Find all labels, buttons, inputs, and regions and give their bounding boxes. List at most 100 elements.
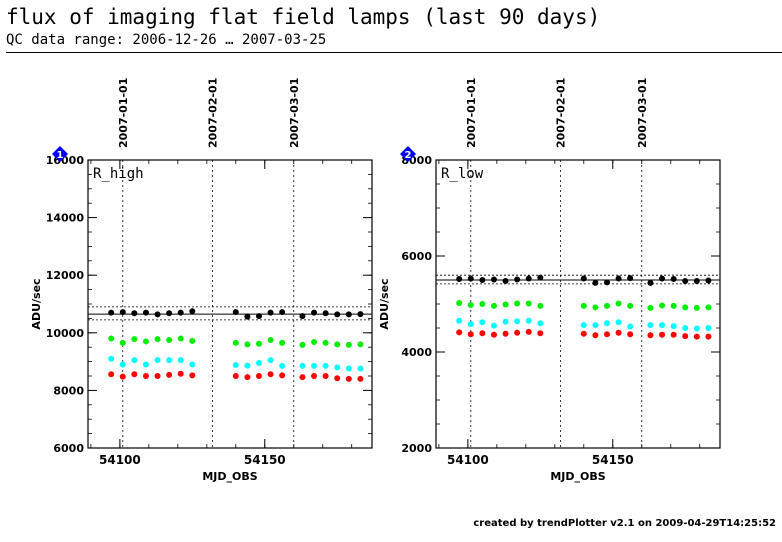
panel-2-series-3-point	[525, 317, 532, 324]
panel-2-series-4-point	[479, 330, 486, 337]
panel-1-series-2-point	[322, 339, 329, 346]
panel-2-series-1-point	[525, 275, 532, 282]
panel-2-series-3-point	[467, 321, 474, 328]
panel-1-series-1-point	[311, 309, 318, 316]
panel-1-series-2-point	[166, 337, 173, 343]
panel-2-series-3-point	[659, 322, 666, 329]
panel-1-series-2-point	[267, 337, 274, 343]
panel-1-series-1-point	[232, 309, 239, 316]
panel-1-series-1-point	[177, 309, 184, 316]
panel-1-series-2-point	[244, 341, 251, 348]
panel-1-series-2-point	[108, 335, 115, 342]
panel-2-series-3-point	[693, 325, 700, 332]
panel-1-series-2-point	[345, 341, 352, 348]
panel-2-series-1-point	[670, 276, 677, 283]
panel-1-xtick-label-2: 54150	[244, 453, 286, 467]
panel-1-ytick-label-5: 14000	[46, 212, 85, 225]
panel-1-series-4-point	[131, 371, 138, 378]
panel-2-series-1-point	[682, 277, 689, 284]
panel-2-series-1-point	[693, 277, 700, 284]
panel-2-series-4-point	[603, 331, 610, 338]
panel-2-series-1-point	[592, 279, 599, 286]
panel-2-series-3-point	[514, 318, 521, 325]
panel-2-series-1-point	[456, 276, 463, 283]
panel-2-series-2-point	[627, 302, 634, 309]
panel-1-series-1-point	[131, 310, 138, 317]
panel-1-series-4-point	[334, 375, 341, 382]
panel-2-series-2-point	[467, 301, 474, 308]
panel-1-series-2-point	[311, 339, 318, 346]
panel-2-ytick-label-3: 6000	[401, 250, 432, 263]
panel-1-series-1-point	[255, 313, 262, 320]
panel-2-series-3-point	[705, 325, 712, 331]
panel-2-series-4-point	[627, 331, 634, 338]
panel-1-series-3-point	[255, 360, 262, 367]
panel-2-frame	[435, 159, 721, 449]
panel-2-series-4-point	[705, 333, 712, 340]
panel-2-series-2-point	[456, 300, 463, 307]
panel-1-series-4-point	[119, 373, 126, 380]
panel-1-series-1-point	[279, 309, 286, 316]
panel-2-date-label-1: 2007-01-01	[465, 78, 478, 148]
panel-2-badge-icon	[400, 146, 416, 162]
panel-2-series-4-point	[490, 331, 497, 338]
panel-1-series-3-point	[142, 361, 149, 368]
panel-1-series-3-point	[131, 357, 138, 364]
panel-1-xtick-label-1: 54100	[99, 453, 141, 467]
panel-1-series-1-point	[334, 311, 341, 318]
panel-1-series-1-point	[357, 311, 364, 318]
panel-1-series-1-point	[322, 310, 329, 317]
panel-2-series-4-point	[580, 330, 587, 337]
panel-2-series-1-point	[615, 275, 622, 282]
panel-1-series-4-point	[166, 371, 173, 378]
panel-2-series-3-point	[647, 322, 654, 329]
page-subtitle: QC data range: 2006-12-26 … 2007-03-25	[6, 32, 327, 48]
panel-2-series-4-point	[456, 329, 463, 336]
panel-1-series-4-point	[279, 372, 286, 379]
panel-2-date-label-2: 2007-02-01	[555, 78, 568, 148]
panel-2-series-1-point	[603, 279, 610, 286]
panel-2-series-3-point	[456, 317, 463, 324]
panel-1-ytick-label-1: 6000	[53, 442, 84, 455]
panel-2-series-1-point	[479, 277, 486, 283]
panel-2-series-2-point	[580, 302, 587, 309]
panel-1-series-2-point	[189, 337, 196, 344]
panel-2-series-3-point	[490, 322, 497, 329]
panel-1-series-4-point	[357, 375, 364, 382]
panel-1-series-1-point	[108, 309, 115, 316]
panel-1-series-4-point	[244, 374, 251, 381]
panel-1-series-3-point	[311, 362, 318, 369]
panel-1-ytick-label-2: 8000	[53, 384, 84, 397]
panel-1-series-3-point	[244, 362, 251, 369]
panel-2-series-2-point	[693, 304, 700, 311]
panel-2-x-axis-title: MJD_OBS	[550, 470, 605, 483]
panel-2-series-1-point	[705, 277, 712, 284]
panel-2-series-1-point	[490, 276, 497, 283]
panel-1-series-3-point	[154, 357, 161, 364]
panel-2-series-4-point	[670, 331, 677, 338]
panel-2-series-4-point	[537, 330, 544, 337]
panel-1-series-1-point	[299, 313, 306, 320]
panel-1-x-axis-title: MJD_OBS	[202, 470, 257, 483]
panel-2-series-3-point	[479, 319, 486, 326]
panel-1-series-4-point	[142, 373, 149, 379]
panel-2-series-1-point	[659, 275, 666, 282]
panel-1-series-1-point	[142, 309, 149, 316]
panel-1-date-label-3: 2007-03-01	[288, 78, 301, 148]
panel-2-series-2-point	[514, 300, 521, 307]
panel-2-series-2-point	[490, 302, 497, 309]
panel-1-series-3-point	[119, 361, 126, 368]
panel-2-series-4-point	[615, 329, 622, 336]
panel-2-series-4-point	[592, 332, 599, 339]
panel-2-series-3-point	[682, 325, 689, 331]
panel-1-series-3-point	[108, 355, 115, 362]
panel-1-series-3-point	[177, 357, 184, 364]
footer-credit: created by trendPlotter v2.1 on 2009-04-…	[473, 518, 776, 529]
panel-2-series-4-point	[659, 331, 666, 338]
panel-1-series-2-point	[142, 338, 149, 345]
panel-1-series-3-point	[279, 362, 286, 369]
panel-2-panel-label: R_low	[441, 166, 484, 182]
panel-1-date-label-2: 2007-02-01	[207, 78, 220, 148]
panel-1-series-3-point	[267, 357, 274, 364]
